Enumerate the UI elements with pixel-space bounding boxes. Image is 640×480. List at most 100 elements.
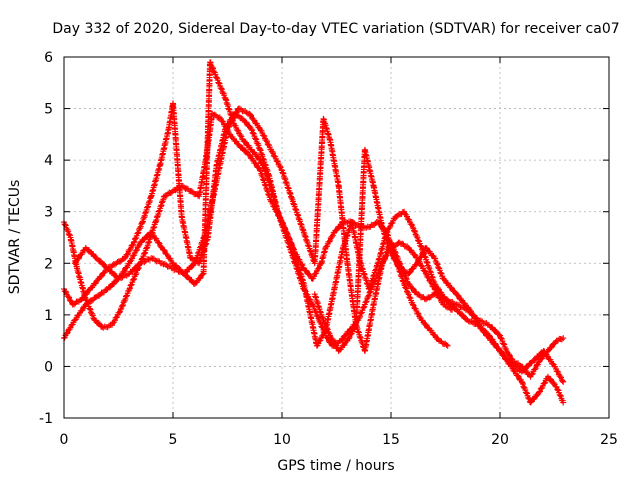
data-point-run: [170, 101, 185, 220]
data-point-run: [423, 272, 437, 290]
data-point: [560, 378, 567, 385]
data-point-run: [428, 327, 441, 343]
data-point-run: [247, 111, 263, 131]
data-point-run: [401, 210, 416, 229]
data-point: [527, 399, 534, 406]
data-point: [246, 151, 253, 158]
y-tick-label: -1: [39, 411, 53, 427]
data-point-run: [419, 317, 433, 332]
data-point-run: [318, 246, 329, 266]
y-tick-labels: -1 0 1 2 3 4 5 6: [39, 50, 53, 427]
data-point-run: [320, 116, 333, 142]
data-point-run: [138, 256, 153, 266]
data-point-run: [370, 184, 385, 230]
data-point-run: [118, 287, 132, 312]
data-point-run: [214, 75, 228, 101]
data-point-run: [257, 127, 274, 153]
data-point-run: [338, 328, 352, 343]
data-point-run: [504, 349, 516, 363]
data-point-run: [318, 313, 333, 337]
data-point: [560, 399, 567, 406]
data-point-run: [266, 179, 281, 214]
x-tick-label: 20: [491, 432, 509, 448]
data-point-run: [84, 294, 99, 307]
data-point-run: [122, 241, 137, 260]
data-point-run: [149, 230, 165, 251]
data-point-run: [116, 271, 132, 282]
data-point-run: [153, 193, 167, 225]
y-axis-label: SDTVAR / TECUs: [7, 180, 23, 295]
data-point-run: [227, 133, 241, 147]
data-point: [444, 342, 451, 349]
data-point-run: [279, 169, 296, 203]
data-point: [560, 335, 567, 342]
data-point-run: [528, 390, 542, 405]
data-point-run: [379, 225, 394, 255]
data-point-run: [327, 137, 342, 189]
x-tick-label: 15: [382, 432, 400, 448]
data-point-run: [362, 147, 377, 189]
data-point: [122, 255, 129, 262]
y-tick-label: 6: [44, 50, 53, 66]
data-point-run: [487, 323, 502, 338]
data-point-run: [327, 334, 341, 352]
data-point-run: [410, 302, 424, 322]
data-point-run: [210, 111, 223, 121]
data-point-run: [311, 118, 327, 265]
data-point-run: [432, 255, 446, 282]
data-point-run: [171, 266, 186, 276]
data-point: [409, 301, 416, 308]
data-point-run: [519, 360, 535, 374]
data-point-run: [454, 308, 470, 323]
data-point-run: [202, 179, 220, 234]
data-point-run: [268, 148, 285, 173]
data-point-run: [109, 308, 123, 327]
data-point-run: [61, 221, 73, 239]
data-point-run: [506, 359, 524, 374]
data-point-run: [139, 194, 154, 225]
data-point-run: [249, 127, 263, 152]
data-point: [170, 265, 176, 272]
data-point-run: [312, 293, 324, 316]
data-point-run: [545, 339, 559, 353]
data-point-run: [192, 271, 206, 286]
x-tick-label: 10: [273, 432, 291, 448]
data-point-run: [310, 302, 322, 322]
data-point-run: [355, 303, 368, 322]
data-point-run: [443, 297, 459, 312]
data-point-run: [181, 261, 197, 277]
data-point: [115, 275, 122, 282]
data-point-run: [127, 260, 143, 275]
data-point-run: [552, 363, 566, 384]
data-point: [126, 286, 133, 293]
data-point-run: [480, 328, 498, 348]
data-point-run: [157, 127, 172, 168]
data-point-run: [257, 159, 272, 182]
data-point-run: [126, 266, 141, 292]
data-point-run: [362, 302, 377, 354]
data-point-run: [67, 236, 80, 270]
data-point-run: [70, 297, 84, 308]
data-point-run: [310, 261, 324, 282]
data-point-run: [179, 214, 194, 261]
data-point-run: [541, 348, 557, 368]
data-point-run: [401, 282, 416, 306]
data-point-run: [331, 245, 346, 291]
chart-title: Day 332 of 2020, Sidereal Day-to-day VTE…: [52, 21, 619, 37]
x-tick-label: 0: [60, 432, 69, 448]
data-point: [431, 286, 438, 293]
data-point-run: [292, 260, 307, 292]
y-tick-label: 2: [44, 256, 53, 272]
data-points: [61, 59, 567, 406]
data-point-run: [257, 168, 274, 203]
data-point-run: [240, 117, 254, 131]
data-point-run: [61, 317, 78, 341]
data-point-run: [406, 281, 420, 296]
data-point-run: [423, 245, 437, 260]
y-tick-label: 1: [44, 308, 53, 324]
data-point-run: [72, 303, 88, 323]
data-point-run: [148, 163, 163, 199]
data-point-run: [519, 379, 533, 405]
plot-frame: [63, 56, 610, 419]
